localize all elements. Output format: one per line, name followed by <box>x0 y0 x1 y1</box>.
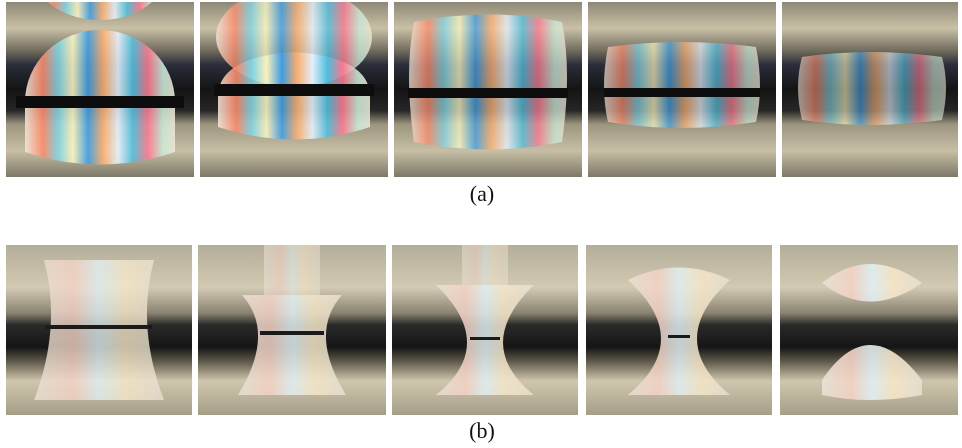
photo-a3 <box>394 2 582 177</box>
panel-caption: (a) <box>470 181 494 206</box>
photo-frame <box>780 245 958 415</box>
dark-gap <box>470 337 500 340</box>
photo-frame <box>394 2 582 177</box>
photo-b3 <box>392 245 578 415</box>
liquid-bridge <box>34 260 164 400</box>
photo-frame <box>392 245 578 415</box>
photo-a5 <box>782 2 958 177</box>
photo-b1 <box>6 245 192 415</box>
liquid-column <box>462 245 508 285</box>
photo-frame <box>198 245 386 415</box>
photo-frame <box>200 2 388 177</box>
liquid-column <box>264 245 320 295</box>
dark-gap <box>668 335 690 338</box>
photo-frame <box>6 245 192 415</box>
panel-caption: (b) <box>469 418 495 443</box>
droplet <box>409 14 567 150</box>
droplet <box>798 52 946 125</box>
dark-gap <box>408 88 568 98</box>
photo-frame <box>588 2 776 177</box>
photo-frame <box>782 2 958 177</box>
photo-a2 <box>200 2 388 177</box>
dark-gap <box>260 331 324 335</box>
photo-b2 <box>198 245 386 415</box>
liquid-bridge <box>238 295 346 395</box>
droplet-upper <box>822 264 922 302</box>
dark-gap <box>46 325 152 329</box>
photo-b4 <box>586 245 772 415</box>
droplet-upper <box>48 2 152 20</box>
dark-gap <box>604 88 760 97</box>
dark-gap <box>214 84 374 96</box>
liquid-bridge <box>628 267 730 395</box>
photo-b5 <box>780 245 958 415</box>
photo-frame <box>6 2 194 177</box>
photo-a4 <box>588 2 776 177</box>
droplet <box>604 42 760 128</box>
dark-gap <box>16 96 184 108</box>
photo-frame <box>586 245 772 415</box>
photo-a1 <box>6 2 194 177</box>
droplet-lower <box>822 345 922 400</box>
